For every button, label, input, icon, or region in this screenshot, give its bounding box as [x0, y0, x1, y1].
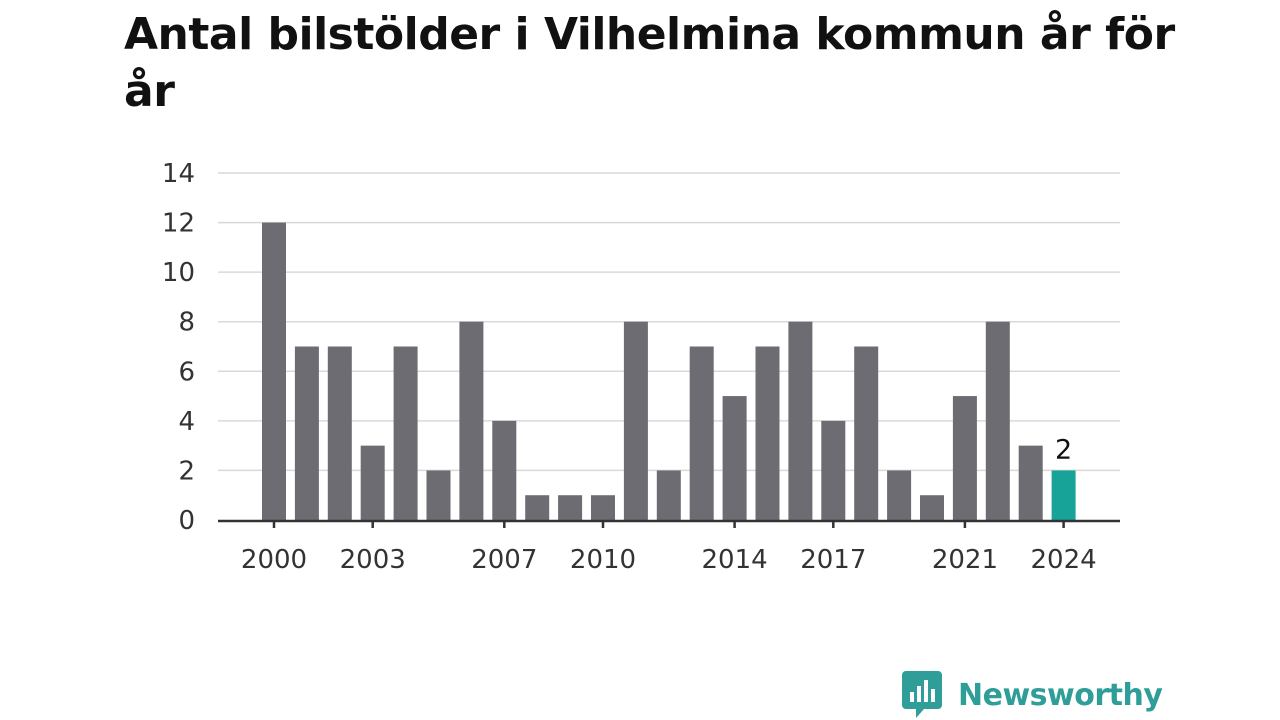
- bar-2019: [887, 470, 912, 520]
- bar-2017: [821, 420, 846, 520]
- x-tick-label: 2021: [932, 545, 998, 575]
- bar-2013: [689, 346, 714, 520]
- y-tick-label: 2: [178, 456, 195, 486]
- bar-2020: [920, 495, 944, 520]
- bar-2024: [1051, 470, 1076, 520]
- y-tick-label: 10: [162, 258, 195, 288]
- y-axis-ticks: 0 2 4 6 8 10 12 14: [162, 159, 195, 536]
- bars: [262, 222, 1076, 521]
- bar-2009: [558, 495, 583, 520]
- grid-lines: [218, 172, 1120, 472]
- bar-2010: [591, 495, 615, 520]
- data-label-2024: 2: [1055, 434, 1072, 465]
- brand-name: Newsworthy: [958, 677, 1163, 713]
- chart-title: Antal bilstölder i Vilhelmina kommun år …: [124, 9, 1175, 117]
- newsworthy-logo: Newsworthy: [902, 671, 1163, 719]
- y-tick-label: 12: [162, 209, 195, 239]
- y-tick-label: 6: [178, 357, 195, 387]
- x-tick-label: 2010: [570, 545, 636, 575]
- x-axis: 2000 2003 2007 2010 2014 2017 2021 2024: [218, 519, 1120, 575]
- data-labels: 2: [1055, 434, 1072, 465]
- bar-2023: [1018, 445, 1043, 520]
- bar-2014: [722, 396, 747, 520]
- bar-2003: [360, 445, 385, 520]
- y-tick-label: 14: [162, 159, 195, 189]
- bar-2022: [985, 321, 1010, 520]
- bar-2002: [327, 346, 352, 520]
- bar-2001: [294, 346, 319, 520]
- bar-chart-speech-bubble-icon: [902, 671, 942, 718]
- x-tick-label: 2000: [241, 545, 307, 575]
- bar-2016: [788, 321, 813, 520]
- bar-2005: [426, 470, 451, 520]
- bar-2006: [459, 321, 484, 520]
- x-tick-label: 2003: [340, 545, 406, 575]
- x-tick-label: 2014: [702, 545, 768, 575]
- bar-2012: [656, 470, 681, 520]
- bar-2011: [623, 321, 648, 520]
- bar-2000: [262, 222, 286, 521]
- y-tick-label: 8: [178, 308, 195, 338]
- bar-2008: [525, 495, 550, 520]
- bar-chart: 0 2 4 6 8 10 12 14 2000 2003 2007 2010 2014 2017 2021…: [162, 159, 1120, 575]
- bar-2004: [393, 346, 418, 520]
- bar-2018: [854, 346, 879, 520]
- bar-2015: [755, 346, 780, 520]
- y-tick-label: 0: [178, 506, 195, 536]
- y-tick-label: 4: [178, 407, 195, 437]
- x-tick-label: 2024: [1031, 545, 1097, 575]
- x-tick-label: 2007: [471, 545, 537, 575]
- bar-2021: [952, 396, 977, 520]
- x-tick-label: 2017: [800, 545, 866, 575]
- bar-2007: [492, 420, 517, 520]
